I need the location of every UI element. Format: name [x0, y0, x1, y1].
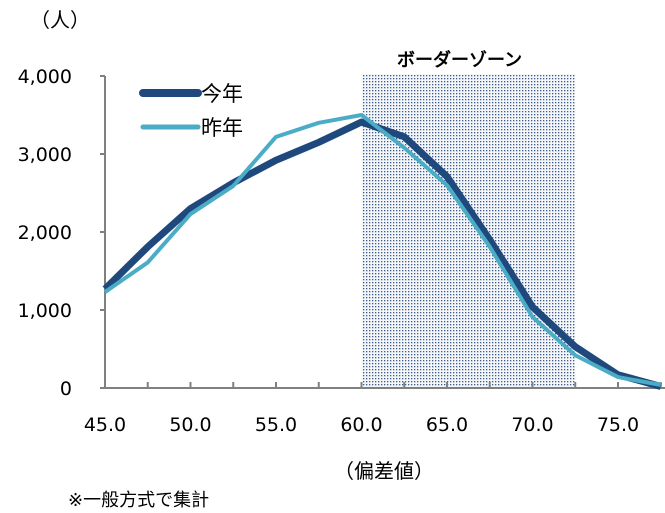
y-tick-label: 1,000: [18, 300, 72, 322]
y-axis-label: （人）: [30, 8, 90, 32]
x-tick-label: 50.0: [169, 414, 211, 436]
x-tick-label: 55.0: [255, 414, 297, 436]
legend-label: 昨年: [201, 116, 243, 140]
x-tick-label: 60.0: [340, 414, 382, 436]
x-tick-label: 45.0: [84, 414, 126, 436]
x-tick-label: 65.0: [426, 414, 468, 436]
y-tick-label: 3,000: [18, 144, 72, 166]
border-zone-label: ボーダーゾーン: [397, 50, 523, 71]
x-tick-label: 75.0: [597, 414, 639, 436]
y-tick-label: 2,000: [18, 222, 72, 244]
x-tick-label: 70.0: [511, 414, 553, 436]
legend-label: 今年: [201, 82, 243, 106]
y-tick-label: 4,000: [18, 66, 72, 88]
series-line-last-year: [103, 113, 662, 387]
y-tick-label: 0: [60, 378, 72, 400]
x-axis-label: （偏差値）: [334, 459, 434, 483]
border-zone-shading: [361, 74, 576, 388]
footnote: ※一般方式で集計: [68, 490, 210, 511]
